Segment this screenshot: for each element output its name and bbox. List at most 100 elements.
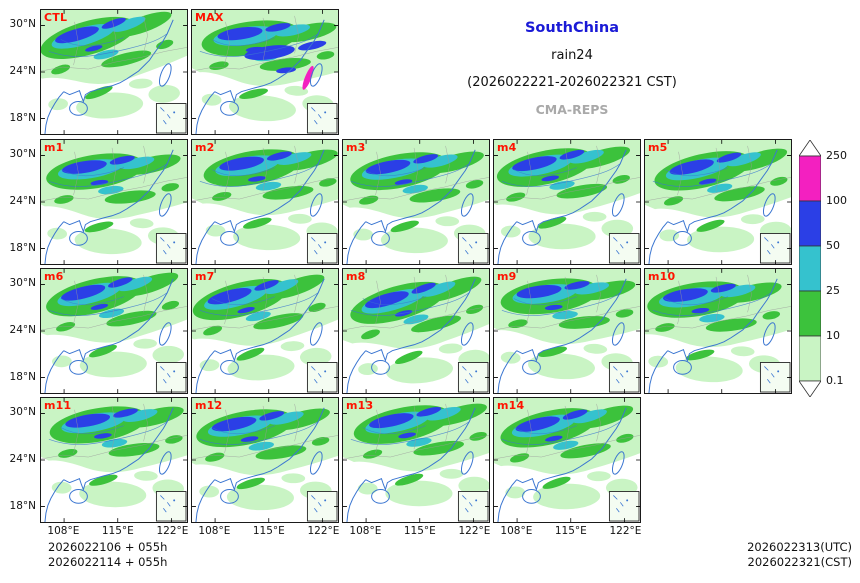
map-plot xyxy=(41,10,187,134)
lon-tick-label: 122°E xyxy=(307,525,340,537)
map-plot xyxy=(645,140,791,264)
south-china-sea-inset xyxy=(608,361,640,393)
panel-label: m10 xyxy=(648,270,676,283)
forecast-panel: m6 xyxy=(40,268,188,394)
map-plot xyxy=(192,398,338,522)
forecast-panel: m12 xyxy=(191,397,339,523)
map-plot xyxy=(494,140,640,264)
lon-tick-label: 115°E xyxy=(403,525,436,537)
south-china-sea-inset xyxy=(457,232,489,264)
panel-label: m6 xyxy=(44,270,64,283)
south-china-sea-inset xyxy=(306,490,338,522)
valid-time-footer: 2026022313(UTC) 2026022321(CST) xyxy=(747,540,852,570)
forecast-panel: CTL xyxy=(40,9,188,135)
lat-tick-label: 18°N xyxy=(9,112,36,125)
lat-tick-label: 18°N xyxy=(9,500,36,513)
colorbar-over-triangle xyxy=(798,139,822,157)
region-title: SouthChina xyxy=(524,20,620,36)
colorbar-seg-light xyxy=(798,335,822,382)
lat-tick-label: 24°N xyxy=(9,65,36,77)
forecast-panel: m7 xyxy=(191,268,339,394)
panel-label: m7 xyxy=(195,270,215,283)
colorbar-seg-moderate xyxy=(798,290,822,337)
south-china-sea-inset xyxy=(306,102,338,134)
south-china-sea-inset xyxy=(457,490,489,522)
panel-label: m13 xyxy=(346,399,374,412)
panel-label: m8 xyxy=(346,270,366,283)
lon-tick-label: 122°E xyxy=(609,525,642,537)
forecast-panel: m4 xyxy=(493,139,641,265)
panel-label: m4 xyxy=(497,141,517,154)
south-china-sea-inset xyxy=(155,102,187,134)
colorbar-tick-label: 0.1 xyxy=(826,374,844,387)
map-plot xyxy=(192,10,338,134)
variable-title: rain24 xyxy=(551,48,593,63)
panel-label: m2 xyxy=(195,141,215,154)
colorbar-tick-label: 25 xyxy=(826,284,840,297)
panel-label: m3 xyxy=(346,141,366,154)
title-block: SouthChina rain24 (2026022221-2026022321… xyxy=(352,20,792,117)
forecast-panel: m2 xyxy=(191,139,339,265)
colorbar-under-triangle xyxy=(798,380,822,398)
lat-tick-label: 18°N xyxy=(9,242,36,255)
colorbar-tick-label: 10 xyxy=(826,329,840,342)
init-time-footer: 2026022106 + 055h 2026022114 + 055h xyxy=(48,540,167,570)
map-plot xyxy=(41,140,187,264)
map-plot xyxy=(645,269,791,393)
colorbar-tick-label: 50 xyxy=(826,239,840,252)
map-plot xyxy=(343,269,489,393)
colorbar-scale xyxy=(798,139,822,398)
south-china-sea-inset xyxy=(155,232,187,264)
forecast-panel: m14 xyxy=(493,397,641,523)
panel-label: m5 xyxy=(648,141,668,154)
lon-tick-label: 122°E xyxy=(458,525,491,537)
south-china-sea-inset xyxy=(759,232,791,264)
lat-tick-label: 30°N xyxy=(9,405,36,418)
map-plot xyxy=(343,398,489,522)
init-time-line: 2026022114 + 055h xyxy=(48,555,168,569)
colorbar xyxy=(798,139,822,398)
colorbar-seg-heavy xyxy=(798,245,822,292)
south-china-sea-inset xyxy=(608,490,640,522)
lon-tick-label: 115°E xyxy=(554,525,587,537)
valid-time-line: 2026022321(CST) xyxy=(747,555,853,569)
panel-label: MAX xyxy=(195,11,224,24)
south-china-sea-inset xyxy=(457,361,489,393)
precipitation-layer xyxy=(494,140,640,250)
south-china-sea-inset xyxy=(155,490,187,522)
panel-label: m11 xyxy=(44,399,72,412)
lat-tick-label: 18°N xyxy=(9,371,36,384)
precipitation-layer xyxy=(343,398,489,507)
forecast-panel: m10 xyxy=(644,268,792,394)
map-plot xyxy=(192,140,338,264)
valid-time-line: 2026022313(UTC) xyxy=(747,540,852,554)
forecast-panel: m1 xyxy=(40,139,188,265)
lat-tick-label: 30°N xyxy=(9,17,36,30)
init-time-line: 2026022106 + 055h xyxy=(48,540,168,554)
panel-label: CTL xyxy=(44,11,68,24)
forecast-panel: MAX xyxy=(191,9,339,135)
model-name: CMA-REPS xyxy=(535,102,609,117)
lat-tick-label: 24°N xyxy=(9,324,36,336)
lat-tick-label: 24°N xyxy=(9,453,36,465)
colorbar-tick-label: 100 xyxy=(826,194,847,207)
valid-period: (2026022221-2026022321 CST) xyxy=(467,75,677,90)
panel-label: m14 xyxy=(497,399,525,412)
south-china-sea-inset xyxy=(608,232,640,264)
lon-tick-label: 108°E xyxy=(198,525,231,537)
lon-tick-label: 115°E xyxy=(101,525,134,537)
map-plot xyxy=(41,269,187,393)
lat-tick-label: 30°N xyxy=(9,147,36,160)
forecast-panel: m5 xyxy=(644,139,792,265)
lon-tick-label: 108°E xyxy=(47,525,80,537)
forecast-panel: m9 xyxy=(493,268,641,394)
map-plot xyxy=(41,398,187,522)
map-plot xyxy=(192,269,338,393)
lon-tick-label: 115°E xyxy=(252,525,285,537)
forecast-panel: m8 xyxy=(342,268,490,394)
map-plot xyxy=(494,269,640,393)
panel-label: m9 xyxy=(497,270,517,283)
lon-tick-label: 122°E xyxy=(156,525,189,537)
south-china-sea-inset xyxy=(155,361,187,393)
